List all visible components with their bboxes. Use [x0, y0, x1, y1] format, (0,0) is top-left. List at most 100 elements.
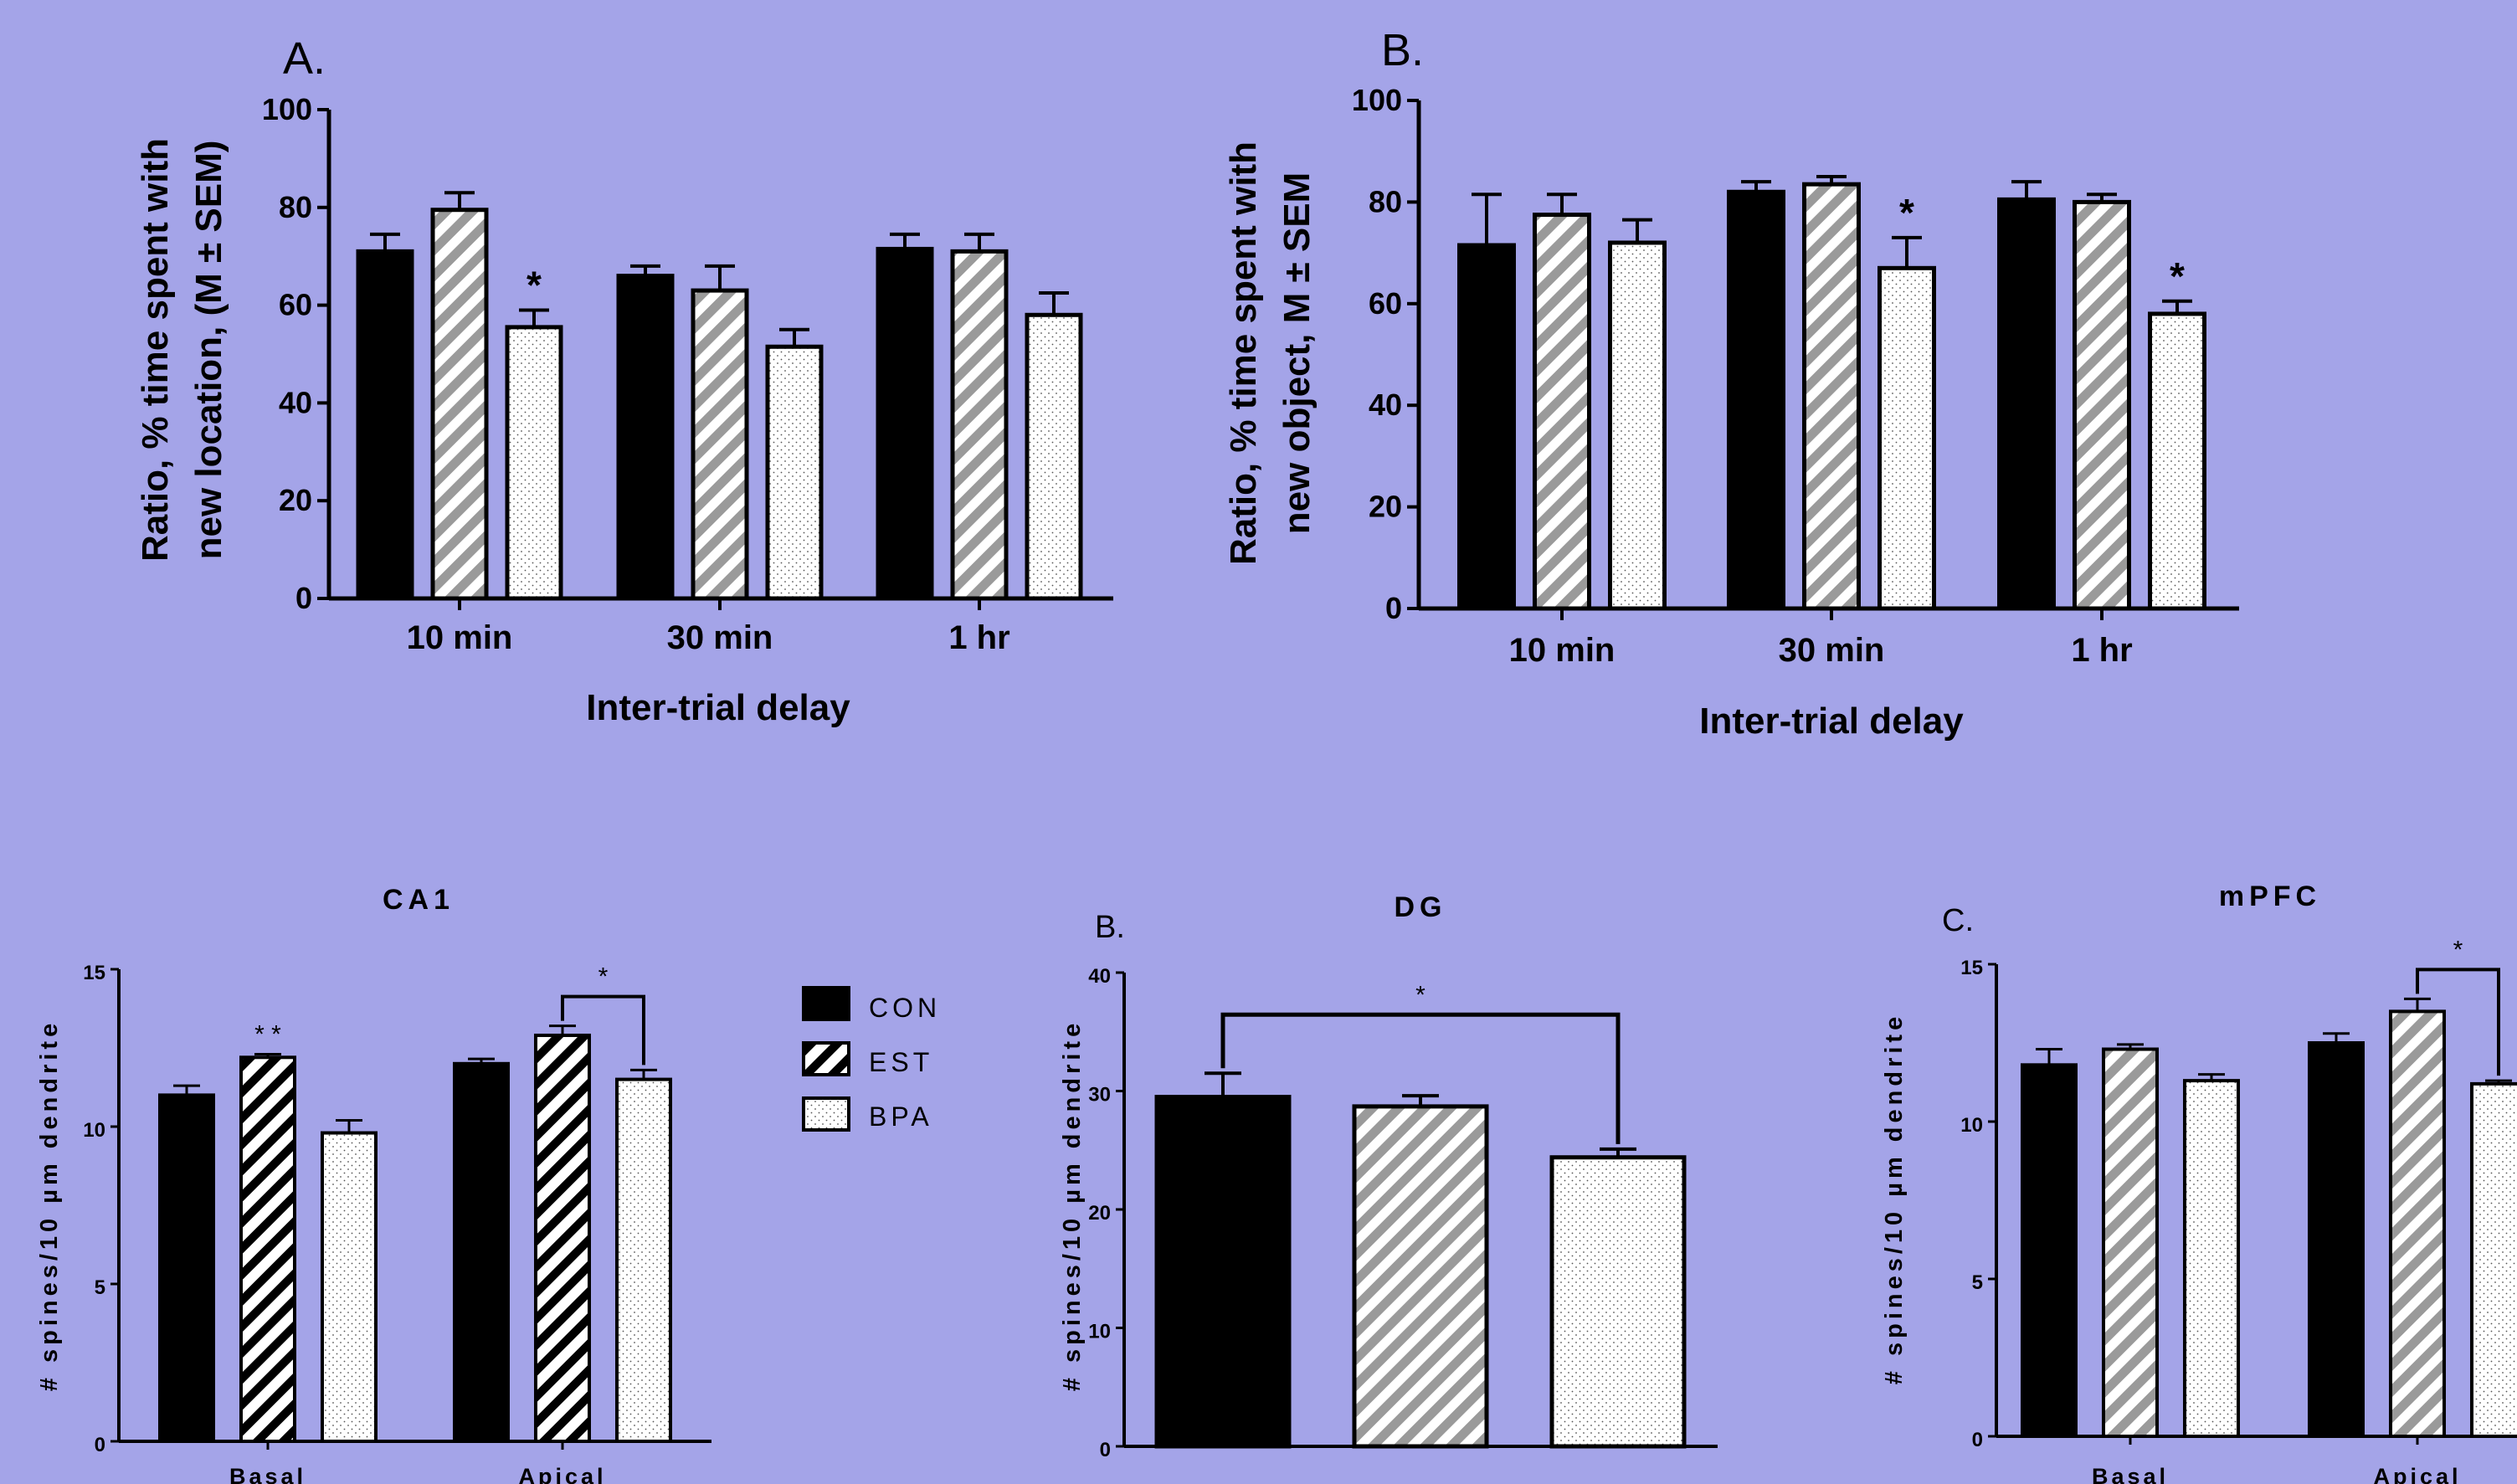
chart2-x-tick-label: 1 hr — [2071, 632, 2132, 669]
chart4-y-tick-label: 20 — [1088, 1202, 1111, 1225]
y-axis-title-a-line2: new location, (M ± SEM) — [188, 141, 229, 560]
chart1-y-tick-label: 80 — [279, 190, 312, 224]
chart1-y-tick-label: 60 — [279, 288, 312, 322]
chart4-bar-con — [1154, 1095, 1292, 1449]
chart2-x-tick-label: 30 min — [1779, 632, 1885, 669]
chart4-significance-bracket — [1220, 1012, 1621, 1144]
chart3-bar-bpa — [321, 1131, 378, 1444]
chart3-bar-bpa — [615, 1077, 672, 1443]
chart5-x-tick-label: Basal — [2092, 1464, 2169, 1484]
legend-label-bpa: BPA — [869, 1101, 933, 1132]
chart-title-ca1: CA1 — [383, 884, 455, 916]
chart4-y-tick-label: 0 — [1100, 1439, 1111, 1461]
chart2-y-tick-label: 40 — [1369, 388, 1402, 422]
chart1-x-tick-label: 1 hr — [948, 619, 1009, 656]
chart3-y-tick-label: 15 — [83, 962, 105, 984]
legend-swatch-est — [802, 1041, 850, 1076]
chart4-bar-est — [1352, 1104, 1489, 1449]
chart2-bar-est — [2073, 199, 2131, 611]
chart3-bar-con — [158, 1093, 215, 1444]
chart1-bar-con — [876, 246, 934, 601]
legend-swatch-bpa — [802, 1096, 850, 1132]
chart3-significance-star: * * — [254, 1021, 281, 1049]
chart4-y-tick-label: 30 — [1088, 1084, 1111, 1107]
chart1-bar-con — [356, 249, 414, 601]
chart1-bar-con — [616, 274, 675, 601]
chart5-y-tick-label: 5 — [1972, 1271, 1983, 1294]
chart5-y-tick-label: 10 — [1960, 1114, 1983, 1137]
chart2-x-tick-label: 10 min — [1509, 632, 1616, 669]
y-axis-title-a-line1: Ratio, % time spent with — [135, 138, 176, 562]
chart5-significance-bracket — [2416, 968, 2500, 1076]
chart3-significance-star: * — [598, 963, 609, 991]
chart1-bar-est — [950, 249, 1009, 601]
chart1-x-tick-label: 10 min — [407, 619, 513, 656]
chart3-y-tick-label: 10 — [83, 1119, 105, 1142]
chart4-significance-star: * — [1415, 981, 1425, 1009]
chart2-significance-star: * — [1899, 191, 1914, 234]
legend-label-con: CON — [869, 993, 941, 1023]
chart3-bar-est — [534, 1033, 591, 1443]
chart3-x-tick-label: Apical — [518, 1464, 606, 1484]
chart5-bar-con — [2308, 1041, 2365, 1438]
chart2-bar-est — [1802, 182, 1861, 611]
legend: CON EST BPA — [802, 986, 941, 1132]
y-axis-title-ca1-text: # spines/10 µm dendrite — [36, 1019, 63, 1391]
chart2-y-tick-label: 0 — [1385, 591, 1402, 625]
chart3-significance-bracket — [561, 994, 645, 1066]
chart1-significance-star: * — [527, 263, 542, 306]
chart5-x-tick-label: Apical — [2373, 1464, 2461, 1484]
chart2-y-tick-label: 100 — [1352, 83, 1402, 117]
y-axis-title-dg-text: # spines/10 µm dendrite — [1059, 1019, 1086, 1391]
chart5-bar-bpa — [2183, 1079, 2240, 1438]
chart5-bar-est — [2102, 1047, 2159, 1439]
y-axis-title-dg: # spines/10 µm dendrite — [1059, 1019, 1086, 1391]
chart2-y-tick-label: 60 — [1369, 286, 1402, 321]
panel-label-b: B. — [1381, 25, 1424, 75]
chart5-y-tick-label: 0 — [1972, 1429, 1983, 1451]
chart1-y-tick-label: 20 — [279, 483, 312, 517]
chart2-bar-con — [1727, 189, 1785, 611]
chart1-bar-bpa — [1025, 312, 1083, 601]
y-axis-title-a: Ratio, % time spent with new location, (… — [135, 138, 229, 562]
chart2-bar-con — [1457, 243, 1516, 611]
y-axis-title-b: Ratio, % time spent with new object, M ±… — [1223, 141, 1318, 565]
chart-title-mpfc: mPFC — [2219, 881, 2321, 912]
chart1-x-tick-label: 30 min — [667, 619, 773, 656]
y-axis-title-mpfc: # spines/10 µm dendrite — [1881, 1013, 1908, 1384]
panel-label-mpfc: C. — [1942, 903, 1974, 938]
chart1-y-tick-label: 100 — [262, 92, 312, 126]
chart2-y-tick-label: 20 — [1369, 490, 1402, 524]
chart1-bar-bpa — [505, 325, 563, 601]
y-axis-title-b-line2: new object, M ± SEM — [1276, 172, 1318, 534]
x-axis-title-a: Inter-trial delay — [586, 687, 850, 728]
chart1-bar-est — [430, 208, 489, 601]
chart5-bar-bpa — [2470, 1081, 2517, 1438]
x-axis-title-b: Inter-trial delay — [1699, 701, 1964, 742]
chart4-y-tick-label: 40 — [1088, 965, 1111, 988]
chart1-bar-bpa — [765, 344, 824, 601]
y-axis-title-b-line1: Ratio, % time spent with — [1223, 141, 1264, 565]
chart3-y-tick-label: 0 — [95, 1434, 105, 1456]
chart2-bar-bpa — [1608, 240, 1667, 611]
chart2-significance-star: * — [2170, 254, 2185, 298]
chart5-bar-est — [2389, 1009, 2446, 1439]
chart3-x-tick-label: Basal — [229, 1464, 306, 1484]
chart5-y-tick-label: 15 — [1960, 957, 1983, 979]
chart3-y-tick-label: 5 — [95, 1276, 105, 1299]
legend-label-est: EST — [869, 1047, 933, 1077]
legend-swatch-con — [802, 986, 850, 1021]
chart4-bar-bpa — [1549, 1155, 1687, 1449]
chart1-bar-est — [691, 288, 749, 601]
chart2-bar-bpa — [1877, 265, 1936, 611]
chart3-bar-con — [453, 1061, 510, 1444]
y-axis-title-mpfc-text: # spines/10 µm dendrite — [1881, 1013, 1908, 1384]
chart2-bar-est — [1533, 213, 1591, 611]
chart1-y-tick-label: 40 — [279, 385, 312, 419]
panel-label-dg: B. — [1095, 910, 1125, 945]
chart2-y-tick-label: 80 — [1369, 184, 1402, 218]
panel-label-a: A. — [283, 33, 326, 84]
chart5-bar-con — [2021, 1063, 2078, 1438]
